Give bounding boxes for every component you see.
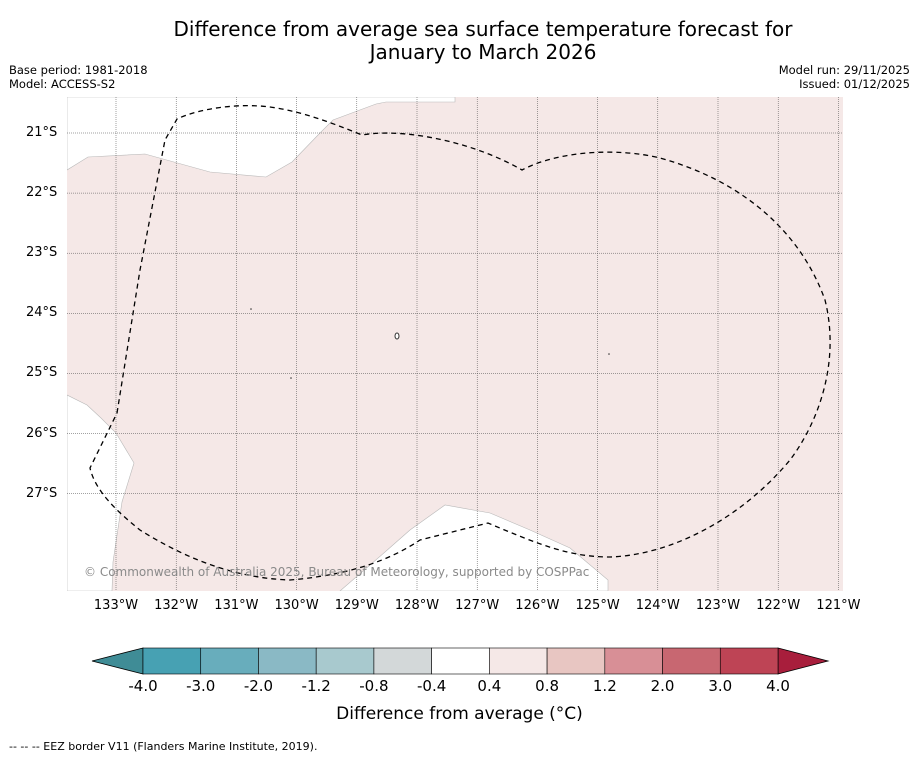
longitude-label: 123°W (695, 598, 741, 613)
colorbar-segment (546, 647, 606, 675)
gridlines (67, 97, 843, 591)
longitude-label: 125°W (575, 598, 620, 613)
longitude-label: 132°W (154, 598, 199, 613)
colorbar-segment (662, 647, 721, 675)
longitude-label: 129°W (334, 598, 379, 613)
colorbar-tick-label: -2.0 (243, 677, 274, 695)
colorbar-segment (142, 647, 202, 675)
colorbar-segment (431, 647, 490, 675)
base-period: Base period: 1981-2018 (9, 63, 148, 77)
meta-right: Model run: 29/11/2025 Issued: 01/12/2025 (779, 63, 910, 91)
colorbar-segment (489, 647, 548, 675)
colorbar-tick-label: -0.4 (416, 677, 447, 695)
colorbar-extend-high (777, 647, 830, 675)
longitude-label: 126°W (515, 598, 560, 613)
colorbar-tick-label: 3.0 (708, 677, 733, 695)
latitude-label: 26°S (26, 425, 58, 441)
island (608, 353, 610, 355)
colorbar-tick-label: 0.8 (535, 677, 560, 695)
colorbar-segment (200, 647, 259, 675)
colorbar-tick-label: 4.0 (766, 677, 790, 695)
island (290, 377, 292, 379)
island (250, 308, 252, 310)
chart-title: Difference from average sea surface temp… (0, 18, 919, 64)
latitude-label: 21°S (26, 125, 58, 140)
colorbar-segment (315, 647, 375, 675)
eez-footnote: -- -- -- EEZ border V11 (Flanders Marine… (9, 740, 318, 753)
longitude-label: 121°W (816, 598, 861, 613)
latitude-label: 27°S (26, 485, 58, 501)
meta-left: Base period: 1981-2018 Model: ACCESS-S2 (9, 63, 148, 91)
longitude-label: 133°W (93, 598, 139, 613)
colorbar-segment (604, 647, 663, 675)
copyright-notice: © Commonwealth of Australia 2025, Bureau… (84, 565, 590, 579)
colorbar-tick-label: 0.4 (477, 677, 502, 695)
colorbar-extend-low (91, 647, 144, 675)
issued-date: Issued: 01/12/2025 (799, 77, 910, 91)
latitude-label: 22°S (26, 185, 58, 201)
longitude-label: 130°W (274, 598, 319, 613)
land-south (67, 394, 135, 591)
longitude-label: 122°W (756, 598, 801, 613)
map-area (67, 97, 843, 591)
colorbar-segment (373, 647, 432, 675)
colorbar-tick-label: -4.0 (128, 677, 158, 695)
colorbar-segment (719, 647, 779, 675)
colorbar-tick-label: 2.0 (650, 677, 675, 695)
latitude-label: 23°S (26, 245, 58, 261)
island (394, 332, 400, 340)
latitude-label: 24°S (26, 305, 58, 321)
longitude-label: 127°W (455, 598, 500, 613)
colorbar-tick-label: -3.0 (186, 677, 216, 695)
colorbar-title: Difference from average (°C) (336, 704, 583, 724)
colorbar-tick-label: -1.2 (301, 677, 331, 695)
colorbar-segment (258, 647, 317, 675)
colorbar-tick-label: 1.2 (592, 677, 617, 695)
longitude-label: 128°W (394, 598, 440, 613)
colorbar (91, 647, 830, 675)
longitude-label: 124°W (635, 598, 680, 613)
title-line-1: Difference from average sea surface temp… (173, 17, 793, 41)
eez-border (89, 105, 831, 581)
title-line-2: January to March 2026 (369, 40, 597, 64)
longitude-label: 131°W (214, 598, 259, 613)
latitude-label: 25°S (26, 365, 58, 381)
colorbar-tick-label: -0.8 (359, 677, 389, 695)
model-name: Model: ACCESS-S2 (9, 77, 116, 91)
land-south-central (339, 504, 609, 591)
model-run: Model run: 29/11/2025 (778, 63, 910, 77)
